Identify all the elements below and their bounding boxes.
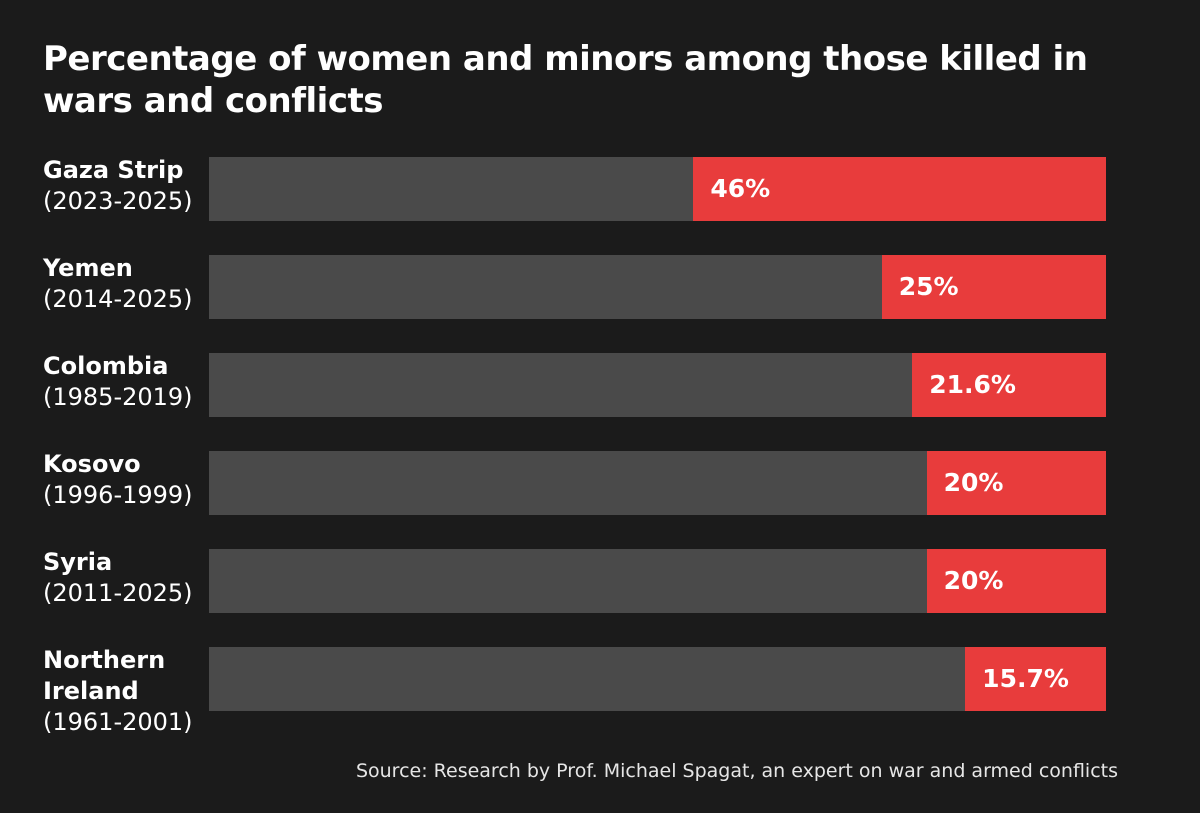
bar: 15.7% bbox=[965, 647, 1106, 711]
bar-value-label: 20% bbox=[943, 468, 1004, 497]
bar-track: 20% bbox=[209, 451, 1106, 515]
category-label: Colombia (1985-2019) bbox=[43, 351, 208, 413]
bar-value-label: 20% bbox=[943, 566, 1004, 595]
category-years: (2014-2025) bbox=[43, 285, 193, 313]
category-label: Kosovo (1996-1999) bbox=[43, 449, 208, 511]
bar: 20% bbox=[926, 549, 1106, 613]
category-name: Colombia bbox=[43, 352, 169, 380]
bar-value-label: 25% bbox=[898, 272, 959, 301]
category-name: Syria bbox=[43, 548, 113, 576]
bar: 21.6% bbox=[912, 353, 1106, 417]
category-years: (1985-2019) bbox=[43, 383, 193, 411]
bar-row: Northern Ireland (1961-2001) 15.7% bbox=[0, 646, 1200, 736]
chart-title: Percentage of women and minors among tho… bbox=[43, 39, 1088, 121]
bar-row: Colombia (1985-2019) 21.6% bbox=[0, 351, 1200, 417]
bar: 46% bbox=[693, 157, 1106, 221]
category-name: Northern Ireland bbox=[43, 646, 166, 705]
bar-row: Kosovo (1996-1999) 20% bbox=[0, 449, 1200, 515]
bar-value-label: 46% bbox=[710, 174, 771, 203]
category-name: Gaza Strip bbox=[43, 156, 184, 184]
category-label: Syria (2011-2025) bbox=[43, 547, 208, 609]
bar-track: 15.7% bbox=[209, 647, 1106, 711]
bar-track: 46% bbox=[209, 157, 1106, 221]
bar: 25% bbox=[881, 255, 1106, 319]
category-years: (1996-1999) bbox=[43, 481, 193, 509]
source-note: Source: Research by Prof. Michael Spagat… bbox=[355, 760, 1118, 782]
bar-value-label: 15.7% bbox=[982, 664, 1069, 693]
bar-value-label: 21.6% bbox=[929, 370, 1016, 399]
bar-track: 20% bbox=[209, 549, 1106, 613]
category-years: (2011-2025) bbox=[43, 579, 193, 607]
category-label: Yemen (2014-2025) bbox=[43, 253, 208, 315]
category-label: Northern Ireland (1961-2001) bbox=[43, 645, 208, 738]
bar-row: Gaza Strip (2023-2025) 46% bbox=[0, 155, 1200, 221]
category-label: Gaza Strip (2023-2025) bbox=[43, 155, 208, 217]
category-years: (2023-2025) bbox=[43, 187, 193, 215]
bar-row: Yemen (2014-2025) 25% bbox=[0, 253, 1200, 319]
bar: 20% bbox=[926, 451, 1106, 515]
category-name: Kosovo bbox=[43, 450, 141, 478]
bar-track: 21.6% bbox=[209, 353, 1106, 417]
category-name: Yemen bbox=[43, 254, 133, 282]
bar-track: 25% bbox=[209, 255, 1106, 319]
bar-row: Syria (2011-2025) 20% bbox=[0, 547, 1200, 613]
category-years: (1961-2001) bbox=[43, 708, 193, 736]
